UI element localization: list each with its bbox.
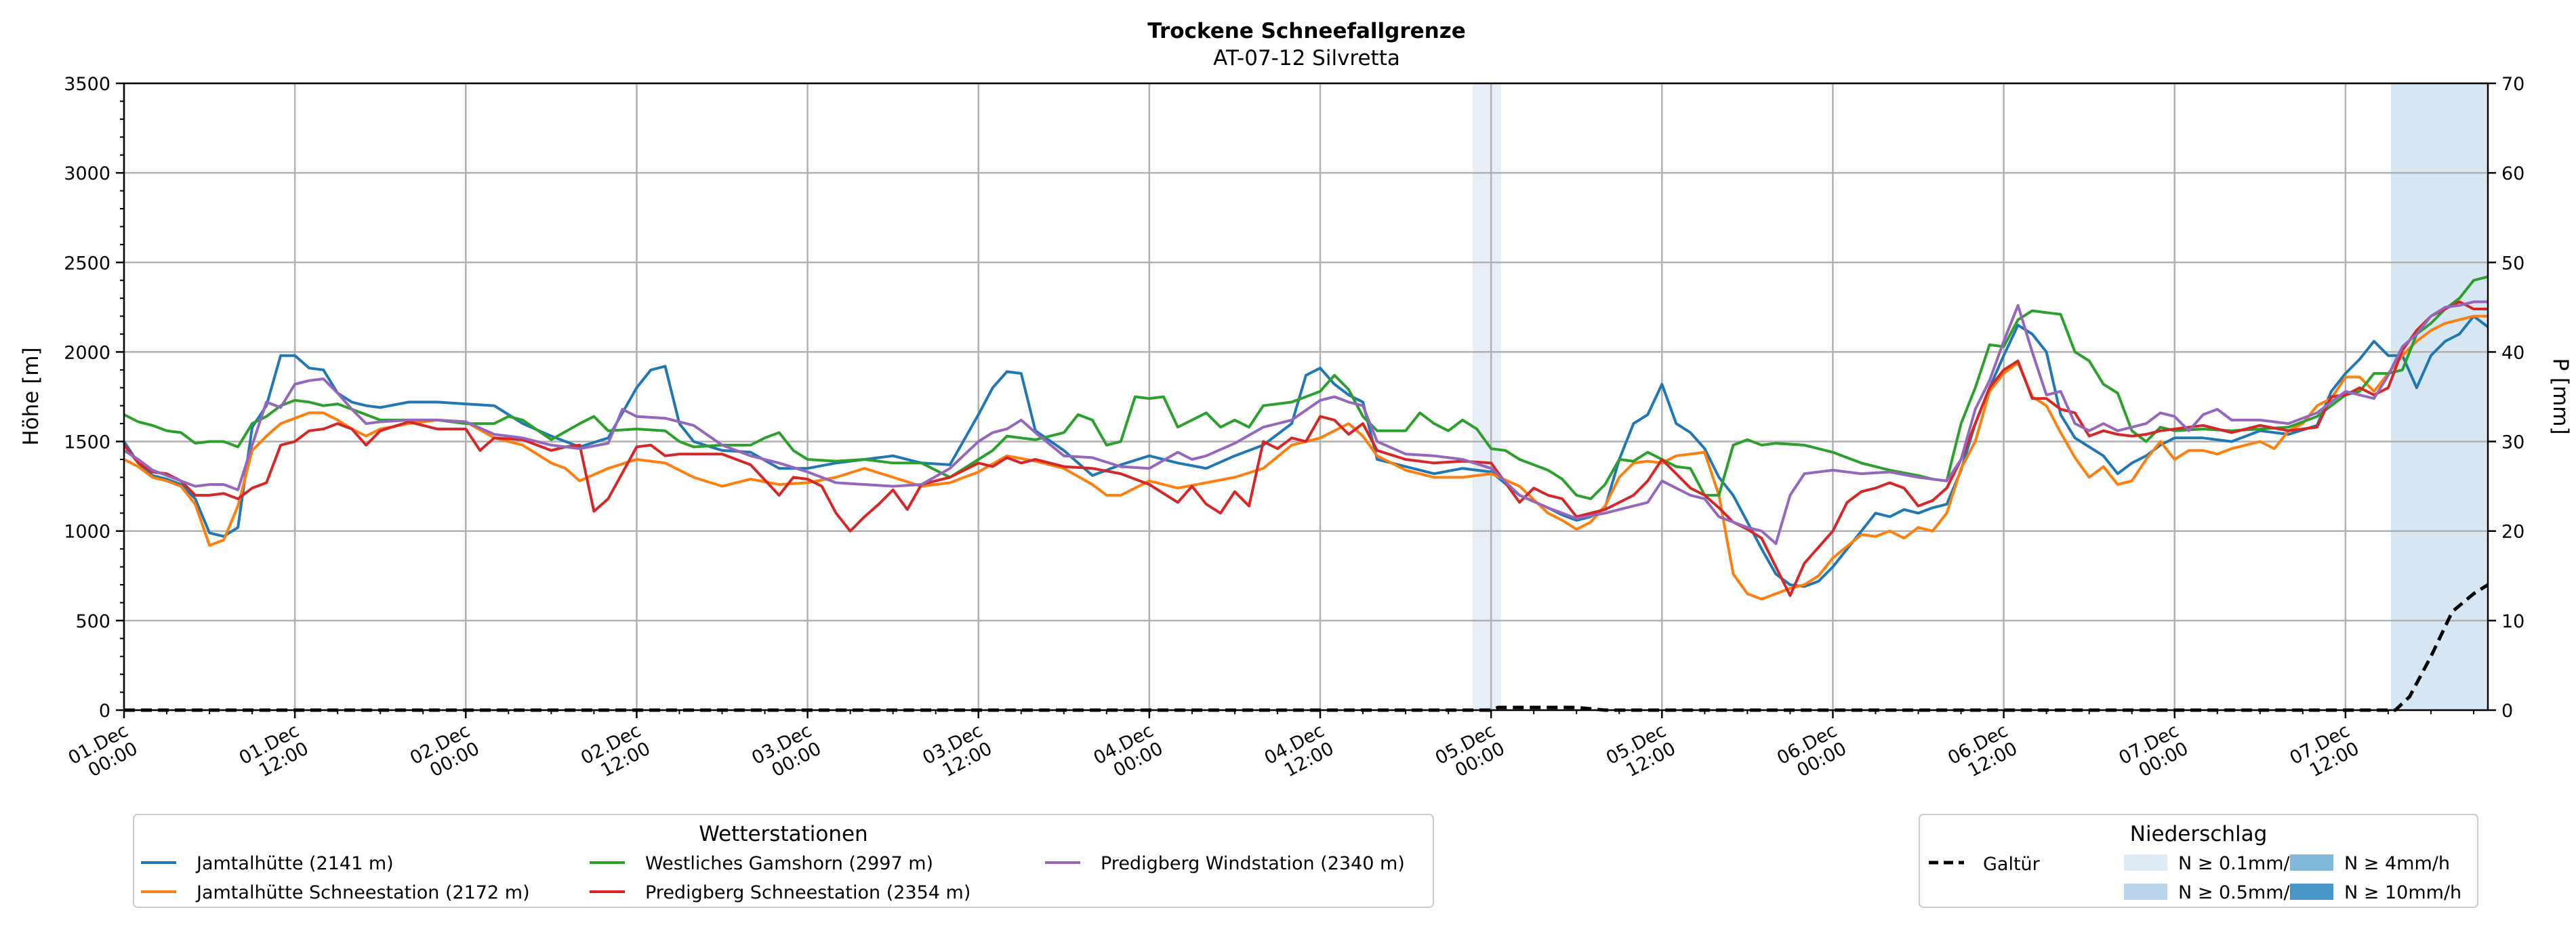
legend-precip-swatch-0	[2124, 854, 2167, 871]
legend-galtuer-label: Galtür	[1983, 854, 2041, 875]
series-line-4	[123, 300, 2488, 545]
series-line-0	[123, 314, 2489, 588]
series-line-2	[123, 275, 2489, 501]
y2-tick-label: 50	[2501, 253, 2524, 274]
precip-line-group	[124, 583, 2489, 712]
legend-precip-label-3: N ≥ 10mm/h	[2344, 882, 2461, 903]
y-tick-label: 0	[99, 701, 110, 722]
chart-title: Trockene Schneefallgrenze	[1147, 19, 1466, 43]
x-tick-label: 01.Dec00:00	[65, 720, 142, 787]
legend-precip-swatch-1	[2124, 884, 2167, 900]
y-tick-label: 3500	[64, 74, 110, 95]
x-tick-label: 04.Dec12:00	[1261, 720, 1338, 787]
y2-tick-label: 60	[2501, 163, 2524, 184]
precip-band-0	[1472, 83, 1501, 710]
legend-precip-box	[1919, 814, 2478, 908]
legend-precip-label-1: N ≥ 0.5mm/h	[2178, 882, 2302, 903]
series-line-3	[123, 300, 2488, 597]
x-tick-label: 05.Dec00:00	[1432, 720, 1509, 787]
legend-stations-title: Wetterstationen	[699, 822, 867, 846]
x-tick-label: 07.Dec12:00	[2287, 720, 2363, 787]
legend-precip-swatch-2	[2290, 854, 2333, 871]
legend-station-label-2: Westliches Gamshorn (2997 m)	[645, 853, 933, 874]
x-tick-label: 01.Dec12:00	[236, 720, 312, 787]
legend-station-label-3: Predigberg Schneestation (2354 m)	[645, 882, 970, 903]
x-tick-label: 06.Dec12:00	[1944, 720, 2021, 787]
precip-band-1	[2391, 83, 2488, 710]
y-tick-label: 2500	[64, 253, 110, 274]
legend-station-label-0: Jamtalhütte (2141 m)	[195, 853, 394, 874]
y-tick-label: 500	[75, 611, 110, 632]
y-tick-label: 1500	[64, 432, 110, 453]
x-tick-label: 06.Dec00:00	[1774, 720, 1850, 787]
x-tick-label: 07.Dec00:00	[2115, 720, 2192, 787]
legend-precip-title: Niederschlag	[2130, 822, 2268, 846]
legend-stations-box	[133, 814, 1434, 908]
x-tick-label: 03.Dec12:00	[919, 720, 996, 787]
y-tick-label: 3000	[64, 163, 110, 184]
legend-station-label-4: Predigberg Windstation (2340 m)	[1101, 853, 1405, 874]
x-tick-label: 05.Dec12:00	[1603, 720, 1679, 787]
y2-tick-label: 30	[2501, 432, 2524, 453]
legend-precip-label-0: N ≥ 0.1mm/h	[2178, 853, 2302, 874]
series-lines	[123, 275, 2489, 601]
y-axis-label: Höhe [m]	[19, 347, 43, 445]
x-tick-label: 02.Dec00:00	[407, 720, 483, 787]
y2-tick-label: 0	[2501, 701, 2513, 722]
y-tick-label: 1000	[64, 522, 110, 543]
x-tick-label: 03.Dec00:00	[748, 720, 825, 787]
y2-tick-label: 40	[2501, 342, 2524, 363]
legend-station-label-1: Jamtalhütte Schneestation (2172 m)	[195, 882, 530, 903]
x-tick-label: 02.Dec12:00	[577, 720, 654, 787]
y2-axis-label: P [mm]	[2548, 358, 2573, 434]
y-tick-label: 2000	[64, 342, 110, 363]
legend-precip-label-2: N ≥ 4mm/h	[2344, 853, 2450, 874]
precip-line-galtuer	[124, 583, 2489, 712]
legend-stations-items: Jamtalhütte (2141 m) Jamtalhütte Schneest…	[141, 853, 1405, 903]
x-tick-label: 04.Dec00:00	[1090, 720, 1167, 787]
y2-tick-label: 70	[2501, 74, 2524, 95]
series-line-1	[123, 314, 2488, 601]
y2-tick-label: 20	[2501, 522, 2524, 543]
plot-frame	[123, 82, 2489, 711]
legend-precip-items: N ≥ 0.1mm/h N ≥ 0.5mm/h N ≥ 4mm/h N ≥ 10mm/…	[2124, 853, 2461, 903]
y2-tick-label: 10	[2501, 611, 2524, 632]
precip-bands	[1472, 83, 2488, 710]
legend-precip-swatch-3	[2290, 884, 2333, 900]
chart-subtitle: AT-07-12 Silvretta	[1213, 46, 1400, 70]
